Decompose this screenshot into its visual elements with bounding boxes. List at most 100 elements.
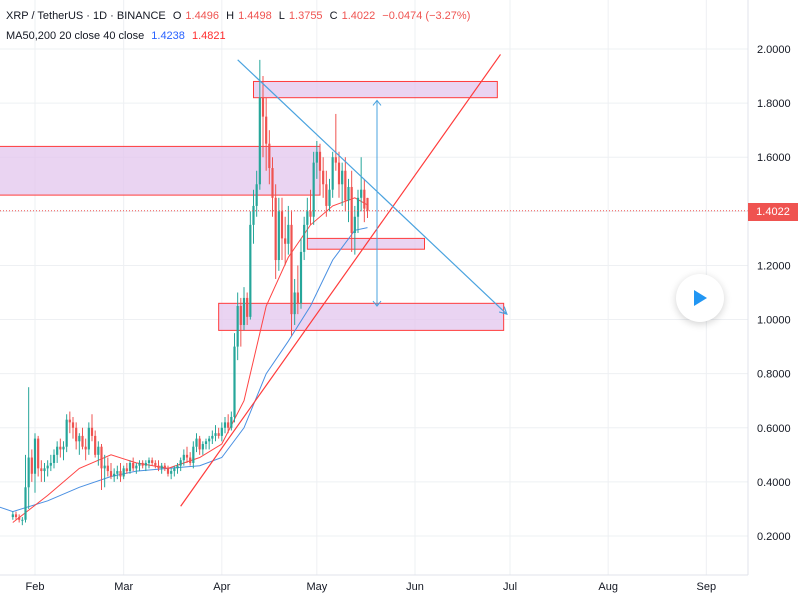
candle-body (125, 468, 128, 472)
y-tick-label: 1.2000 (757, 260, 791, 272)
y-tick-label: 1.6000 (757, 152, 791, 164)
candle-body (128, 462, 132, 472)
candle-body (255, 184, 258, 206)
last-price-tag: 1.4022 (748, 203, 798, 221)
candle-body (315, 151, 318, 163)
candle-body (135, 465, 138, 469)
candle-body (75, 427, 78, 442)
candle-body (176, 465, 179, 469)
candle-body (87, 427, 90, 450)
candle-body (239, 306, 242, 325)
open-label: O (172, 10, 182, 22)
change-value: −0.0474 (−3.27%) (382, 10, 471, 22)
y-tick-label: 1.8000 (757, 98, 791, 110)
candle-body (173, 468, 176, 472)
downtrend-line (237, 59, 508, 315)
low-label: L (278, 10, 285, 22)
zone-rectangles[interactable] (0, 80, 505, 331)
candle-body (81, 435, 84, 447)
candle-body (132, 462, 135, 469)
candle-body (116, 471, 119, 474)
zone-rectangle (253, 80, 498, 99)
candle-body (363, 189, 366, 209)
candle-body (192, 446, 195, 463)
candle-body (328, 189, 331, 206)
open-value: 1.4496 (185, 10, 220, 22)
indicator-legend[interactable]: MA50,200 20 close 40 close 1.4238 1.4821 (6, 30, 230, 42)
candle-body (40, 468, 43, 472)
x-tick-label: Apr (213, 581, 230, 593)
candle-body (309, 211, 312, 217)
candle-body (49, 462, 52, 466)
x-tick-label: Jun (406, 581, 424, 593)
candle-body (230, 416, 233, 428)
candle-body (312, 162, 315, 217)
drawing-lines[interactable] (180, 54, 508, 507)
candle-body (109, 471, 113, 477)
y-tick-label: 0.8000 (757, 369, 791, 381)
y-tick-label: 1.0000 (757, 315, 791, 327)
candle-body (334, 157, 337, 163)
candle-body (179, 460, 182, 466)
candle-body (277, 211, 280, 261)
candle-body (163, 465, 166, 469)
candle-body (280, 211, 284, 239)
candle-body (119, 471, 122, 477)
range-arrow-head-top (372, 99, 382, 106)
candle-body (106, 465, 109, 472)
close-label: C (329, 10, 338, 22)
candle-body (287, 224, 290, 244)
candle-body (290, 224, 293, 315)
candle-body (37, 438, 40, 469)
candle-body (360, 189, 363, 198)
candle-body (185, 454, 189, 458)
candle-body (33, 438, 37, 474)
x-tick-label: Mar (114, 581, 133, 593)
candle-body (236, 306, 239, 347)
candle-body (166, 468, 170, 474)
candle-body (27, 457, 30, 488)
candle-body (113, 473, 116, 477)
candle-body (182, 454, 185, 461)
play-button[interactable] (676, 274, 724, 322)
ma-slow-line (0, 227, 368, 513)
indicator-label[interactable]: MA50,200 20 close 40 close (6, 30, 145, 42)
candle-body (151, 460, 154, 463)
candle-body (62, 446, 65, 450)
ma-fast-line (12, 197, 368, 523)
candle-body (322, 170, 325, 185)
y-tick-label: 0.4000 (757, 477, 791, 489)
candle-body (14, 514, 18, 518)
candle-body (103, 465, 106, 469)
candle-body (220, 427, 223, 436)
candle-body (52, 454, 56, 463)
uptrend-line (180, 54, 501, 507)
candle-body (299, 251, 303, 304)
candle-body (144, 462, 147, 466)
symbol-title[interactable]: XRP / TetherUS · 1D · BINANCE (6, 10, 166, 22)
candle-body (356, 197, 360, 217)
range-arrow-head-bottom (372, 300, 382, 307)
candle-body (160, 465, 163, 469)
candle-body (341, 170, 344, 185)
candle-body (90, 427, 94, 436)
candle-body (122, 468, 125, 477)
candle-body (350, 186, 353, 233)
candle-body (249, 224, 252, 317)
candle-body (65, 419, 68, 447)
y-tick-label: 0.2000 (757, 531, 791, 543)
candle-body (337, 162, 341, 185)
candle-body (11, 514, 14, 518)
candle-body (43, 468, 46, 472)
candle-body (201, 444, 204, 450)
candle-body (21, 519, 24, 521)
candle-body (204, 441, 208, 445)
candle-body (261, 97, 265, 117)
candle-body (258, 97, 261, 185)
candle-body (157, 465, 160, 469)
candle-body (252, 205, 255, 225)
candle-body (366, 197, 369, 211)
low-value: 1.3755 (288, 10, 323, 22)
